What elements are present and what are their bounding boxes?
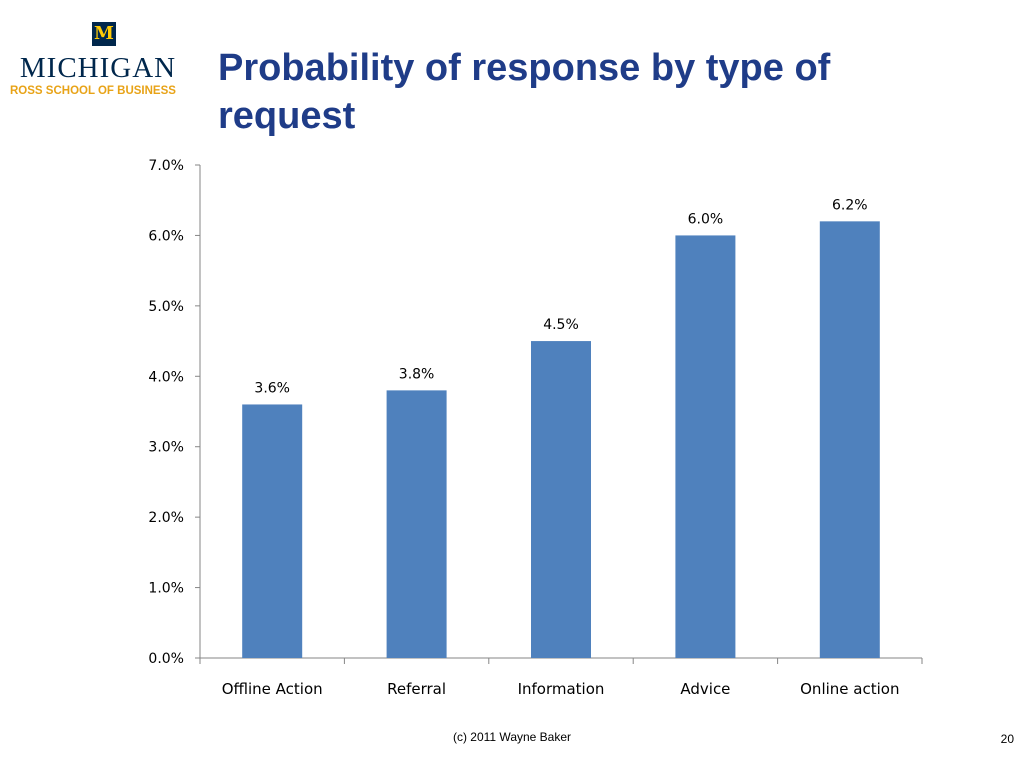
data-label: 4.5% xyxy=(543,317,579,333)
block-m-icon: M xyxy=(92,22,116,46)
michigan-ross-logo: M MICHIGAN ROSS SCHOOL OF BUSINESS xyxy=(8,22,188,97)
y-tick-label: 2.0% xyxy=(148,510,184,526)
x-tick-label: Information xyxy=(518,680,605,698)
y-tick-label: 4.0% xyxy=(148,369,184,385)
x-tick-label: Online action xyxy=(800,680,899,698)
copyright-footer: (c) 2011 Wayne Baker xyxy=(452,730,572,744)
bar xyxy=(819,221,880,659)
x-tick-label: Referral xyxy=(387,680,446,698)
page-number: 20 xyxy=(1000,732,1014,746)
slide-title: Probability of response by type of reque… xyxy=(218,47,831,137)
y-tick-label: 5.0% xyxy=(148,299,184,315)
y-tick-label: 1.0% xyxy=(148,581,184,597)
data-label: 3.8% xyxy=(399,366,435,382)
logo-name: MICHIGAN xyxy=(19,52,177,84)
y-tick-label: 7.0% xyxy=(148,158,184,174)
data-label: 3.6% xyxy=(254,380,290,396)
x-tick-label: Offline Action xyxy=(222,680,323,698)
y-tick-label: 0.0% xyxy=(148,651,184,667)
bar xyxy=(386,390,447,658)
data-label: 6.2% xyxy=(832,197,868,213)
bar xyxy=(242,404,303,658)
x-tick-label: Advice xyxy=(680,680,730,698)
bar xyxy=(531,341,591,658)
y-tick-label: 6.0% xyxy=(148,228,184,244)
data-label: 6.0% xyxy=(688,211,724,227)
y-tick-label: 3.0% xyxy=(148,440,184,456)
logo-subtitle: ROSS SCHOOL OF BUSINESS xyxy=(10,85,176,97)
bar xyxy=(675,235,736,658)
